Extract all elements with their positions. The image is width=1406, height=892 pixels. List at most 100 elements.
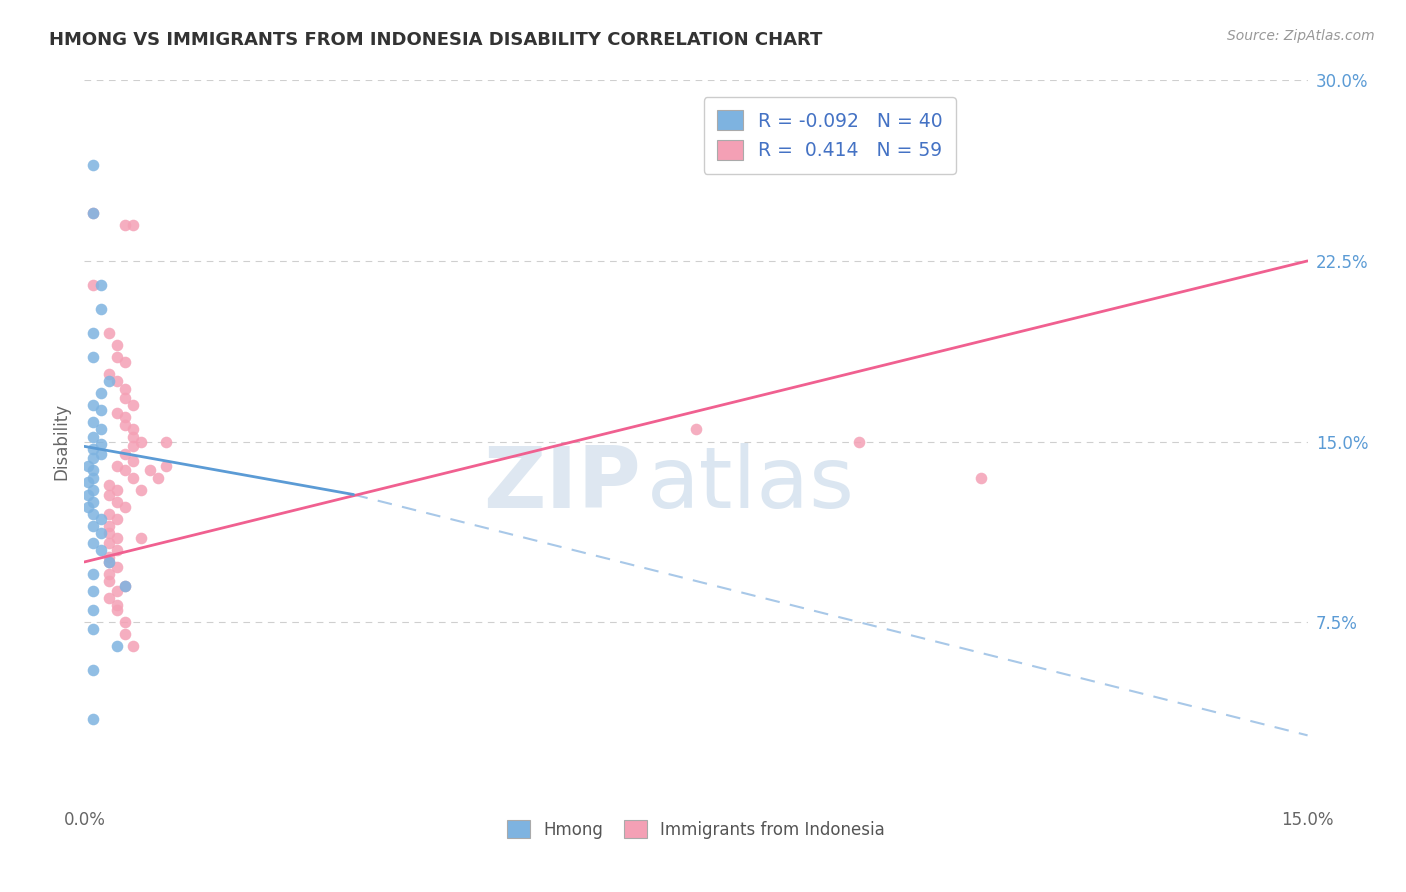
Point	[77, 500, 100, 514]
Point	[105, 494, 128, 508]
Point	[82, 470, 104, 484]
Point	[82, 535, 104, 549]
Point	[105, 458, 128, 473]
Point	[82, 430, 104, 444]
Point	[105, 599, 128, 613]
Point	[90, 301, 112, 317]
Point	[97, 487, 120, 501]
Legend: Hmong, Immigrants from Indonesia: Hmong, Immigrants from Indonesia	[496, 810, 896, 848]
Point	[155, 458, 177, 473]
Point	[122, 430, 145, 444]
Point	[105, 531, 128, 545]
Point	[131, 483, 153, 497]
Point	[105, 542, 128, 557]
Point	[114, 627, 136, 641]
Point	[131, 434, 153, 449]
Point	[90, 446, 112, 460]
Point	[114, 446, 136, 460]
Point	[122, 639, 145, 653]
Point	[685, 422, 707, 436]
Point	[122, 422, 145, 436]
Point	[97, 574, 120, 589]
Point	[77, 458, 100, 473]
Point	[138, 463, 160, 477]
Y-axis label: Disability: Disability	[52, 403, 70, 480]
Point	[114, 500, 136, 514]
Text: atlas: atlas	[647, 443, 855, 526]
Point	[97, 518, 120, 533]
Text: Source: ZipAtlas.com: Source: ZipAtlas.com	[1227, 29, 1375, 43]
Point	[105, 583, 128, 598]
Point	[105, 338, 128, 352]
Point	[105, 559, 128, 574]
Point	[82, 518, 104, 533]
Point	[97, 507, 120, 521]
Point	[122, 470, 145, 484]
Point	[97, 478, 120, 492]
Point	[114, 463, 136, 477]
Point	[90, 386, 112, 401]
Point	[77, 475, 100, 490]
Point	[82, 442, 104, 456]
Point	[105, 483, 128, 497]
Point	[105, 350, 128, 364]
Point	[114, 382, 136, 396]
Point	[82, 583, 104, 598]
Point	[82, 507, 104, 521]
Point	[97, 374, 120, 388]
Point	[97, 526, 120, 541]
Point	[114, 218, 136, 232]
Point	[90, 437, 112, 451]
Point	[82, 623, 104, 637]
Point	[105, 406, 128, 420]
Point	[90, 542, 112, 557]
Point	[90, 526, 112, 541]
Point	[82, 205, 104, 219]
Point	[114, 417, 136, 432]
Point	[155, 434, 177, 449]
Point	[131, 531, 153, 545]
Point	[82, 603, 104, 617]
Point	[105, 639, 128, 653]
Text: ZIP: ZIP	[484, 443, 641, 526]
Point	[122, 218, 145, 232]
Point	[97, 567, 120, 582]
Point	[82, 567, 104, 582]
Point	[122, 398, 145, 412]
Point	[105, 603, 128, 617]
Point	[114, 615, 136, 630]
Point	[97, 326, 120, 340]
Point	[970, 470, 993, 484]
Point	[105, 374, 128, 388]
Point	[82, 326, 104, 340]
Point	[82, 277, 104, 292]
Point	[82, 664, 104, 678]
Point	[97, 555, 120, 569]
Point	[114, 579, 136, 593]
Point	[82, 483, 104, 497]
Point	[90, 277, 112, 292]
Point	[97, 367, 120, 381]
Point	[97, 550, 120, 565]
Point	[146, 470, 169, 484]
Point	[97, 555, 120, 569]
Point	[82, 463, 104, 477]
Point	[82, 398, 104, 412]
Point	[82, 494, 104, 508]
Point	[122, 454, 145, 468]
Point	[97, 591, 120, 605]
Point	[90, 422, 112, 436]
Point	[114, 355, 136, 369]
Point	[82, 451, 104, 466]
Point	[77, 487, 100, 501]
Point	[82, 157, 104, 171]
Point	[105, 511, 128, 525]
Point	[90, 511, 112, 525]
Point	[122, 439, 145, 453]
Point	[90, 403, 112, 417]
Point	[82, 205, 104, 219]
Point	[114, 391, 136, 405]
Point	[82, 712, 104, 726]
Point	[82, 350, 104, 364]
Point	[848, 434, 870, 449]
